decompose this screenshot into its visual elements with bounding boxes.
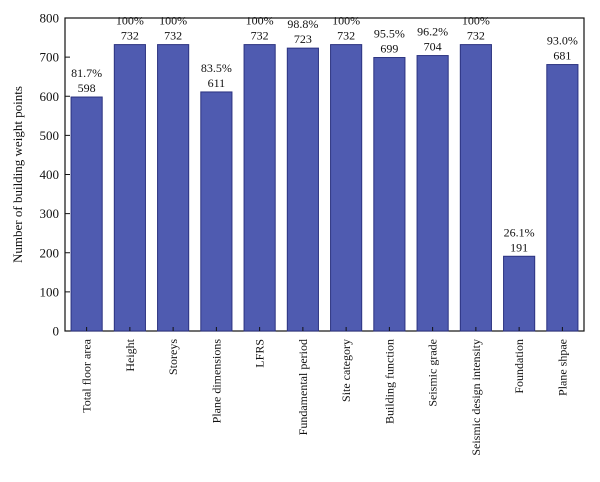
x-tick-label: Site category: [339, 339, 353, 402]
bar-value-label: 611: [208, 76, 226, 90]
x-tick-label: Total floor area: [80, 338, 94, 412]
y-axis-label: Number of building weight points: [10, 86, 25, 263]
bar-value-label: 723: [294, 32, 312, 46]
y-tick-label: 0: [53, 324, 60, 339]
bar-value-label: 699: [380, 42, 398, 56]
bar-percent-label: 26.1%: [504, 225, 535, 239]
x-tick-label: Height: [123, 338, 137, 371]
bar: [373, 57, 406, 332]
x-tick-label: Building function: [382, 339, 396, 424]
y-tick-label: 300: [40, 206, 60, 221]
y-tick-label: 400: [40, 167, 60, 182]
bar: [503, 255, 536, 332]
bar-percent-label: 95.5%: [374, 27, 405, 41]
y-tick-label: 500: [40, 128, 60, 143]
bar: [330, 44, 363, 332]
x-tick-label: Seismic grade: [426, 339, 440, 407]
bar: [286, 47, 319, 332]
x-tick-label: Foundation: [512, 339, 526, 394]
x-tick-label: Plane dimensions: [209, 339, 223, 424]
x-tick-label: Fundamental period: [296, 339, 310, 435]
bar-percent-label: 100%: [116, 14, 144, 28]
x-tick-label: Seismic design intensity: [469, 339, 483, 456]
bar-percent-label: 93.0%: [547, 34, 578, 48]
bar-percent-label: 100%: [462, 14, 490, 28]
bar-value-label: 598: [78, 81, 96, 95]
bar-value-label: 704: [424, 40, 442, 54]
bar: [200, 91, 233, 332]
bar-percent-label: 81.7%: [71, 66, 102, 80]
y-tick-label: 600: [40, 89, 60, 104]
bar-percent-label: 100%: [246, 14, 274, 28]
bar-percent-label: 83.5%: [201, 61, 232, 75]
x-tick-label: Plane shpae: [555, 339, 569, 396]
bar-percent-label: 100%: [159, 14, 187, 28]
x-tick-label: LFRS: [253, 339, 267, 368]
bar-value-label: 732: [164, 29, 182, 43]
bar-value-label: 732: [467, 29, 485, 43]
bar-value-label: 732: [337, 29, 355, 43]
bar-value-label: 732: [251, 29, 269, 43]
bar: [243, 44, 276, 332]
plot-area: 0 100 200 300 400 500 600 700 800 81.7%598 Total f…: [40, 11, 585, 456]
y-tick-label: 700: [40, 50, 60, 65]
y-tick-label: 200: [40, 245, 60, 260]
bar-percent-label: 100%: [332, 14, 360, 28]
bar: [416, 55, 449, 332]
bar-value-label: 732: [121, 29, 139, 43]
bar-value-label: 681: [553, 49, 571, 63]
y-tick-label: 800: [40, 11, 60, 26]
bar: [70, 96, 103, 332]
bar: [113, 44, 146, 332]
bar-percent-label: 96.2%: [417, 25, 448, 39]
bar: [546, 64, 579, 332]
bar: [459, 44, 492, 332]
bar-percent-label: 98.8%: [287, 17, 318, 31]
bar: [157, 44, 190, 332]
y-tick-label: 100: [40, 284, 60, 299]
bar-value-label: 191: [510, 240, 528, 254]
x-tick-label: Storeys: [166, 339, 180, 375]
